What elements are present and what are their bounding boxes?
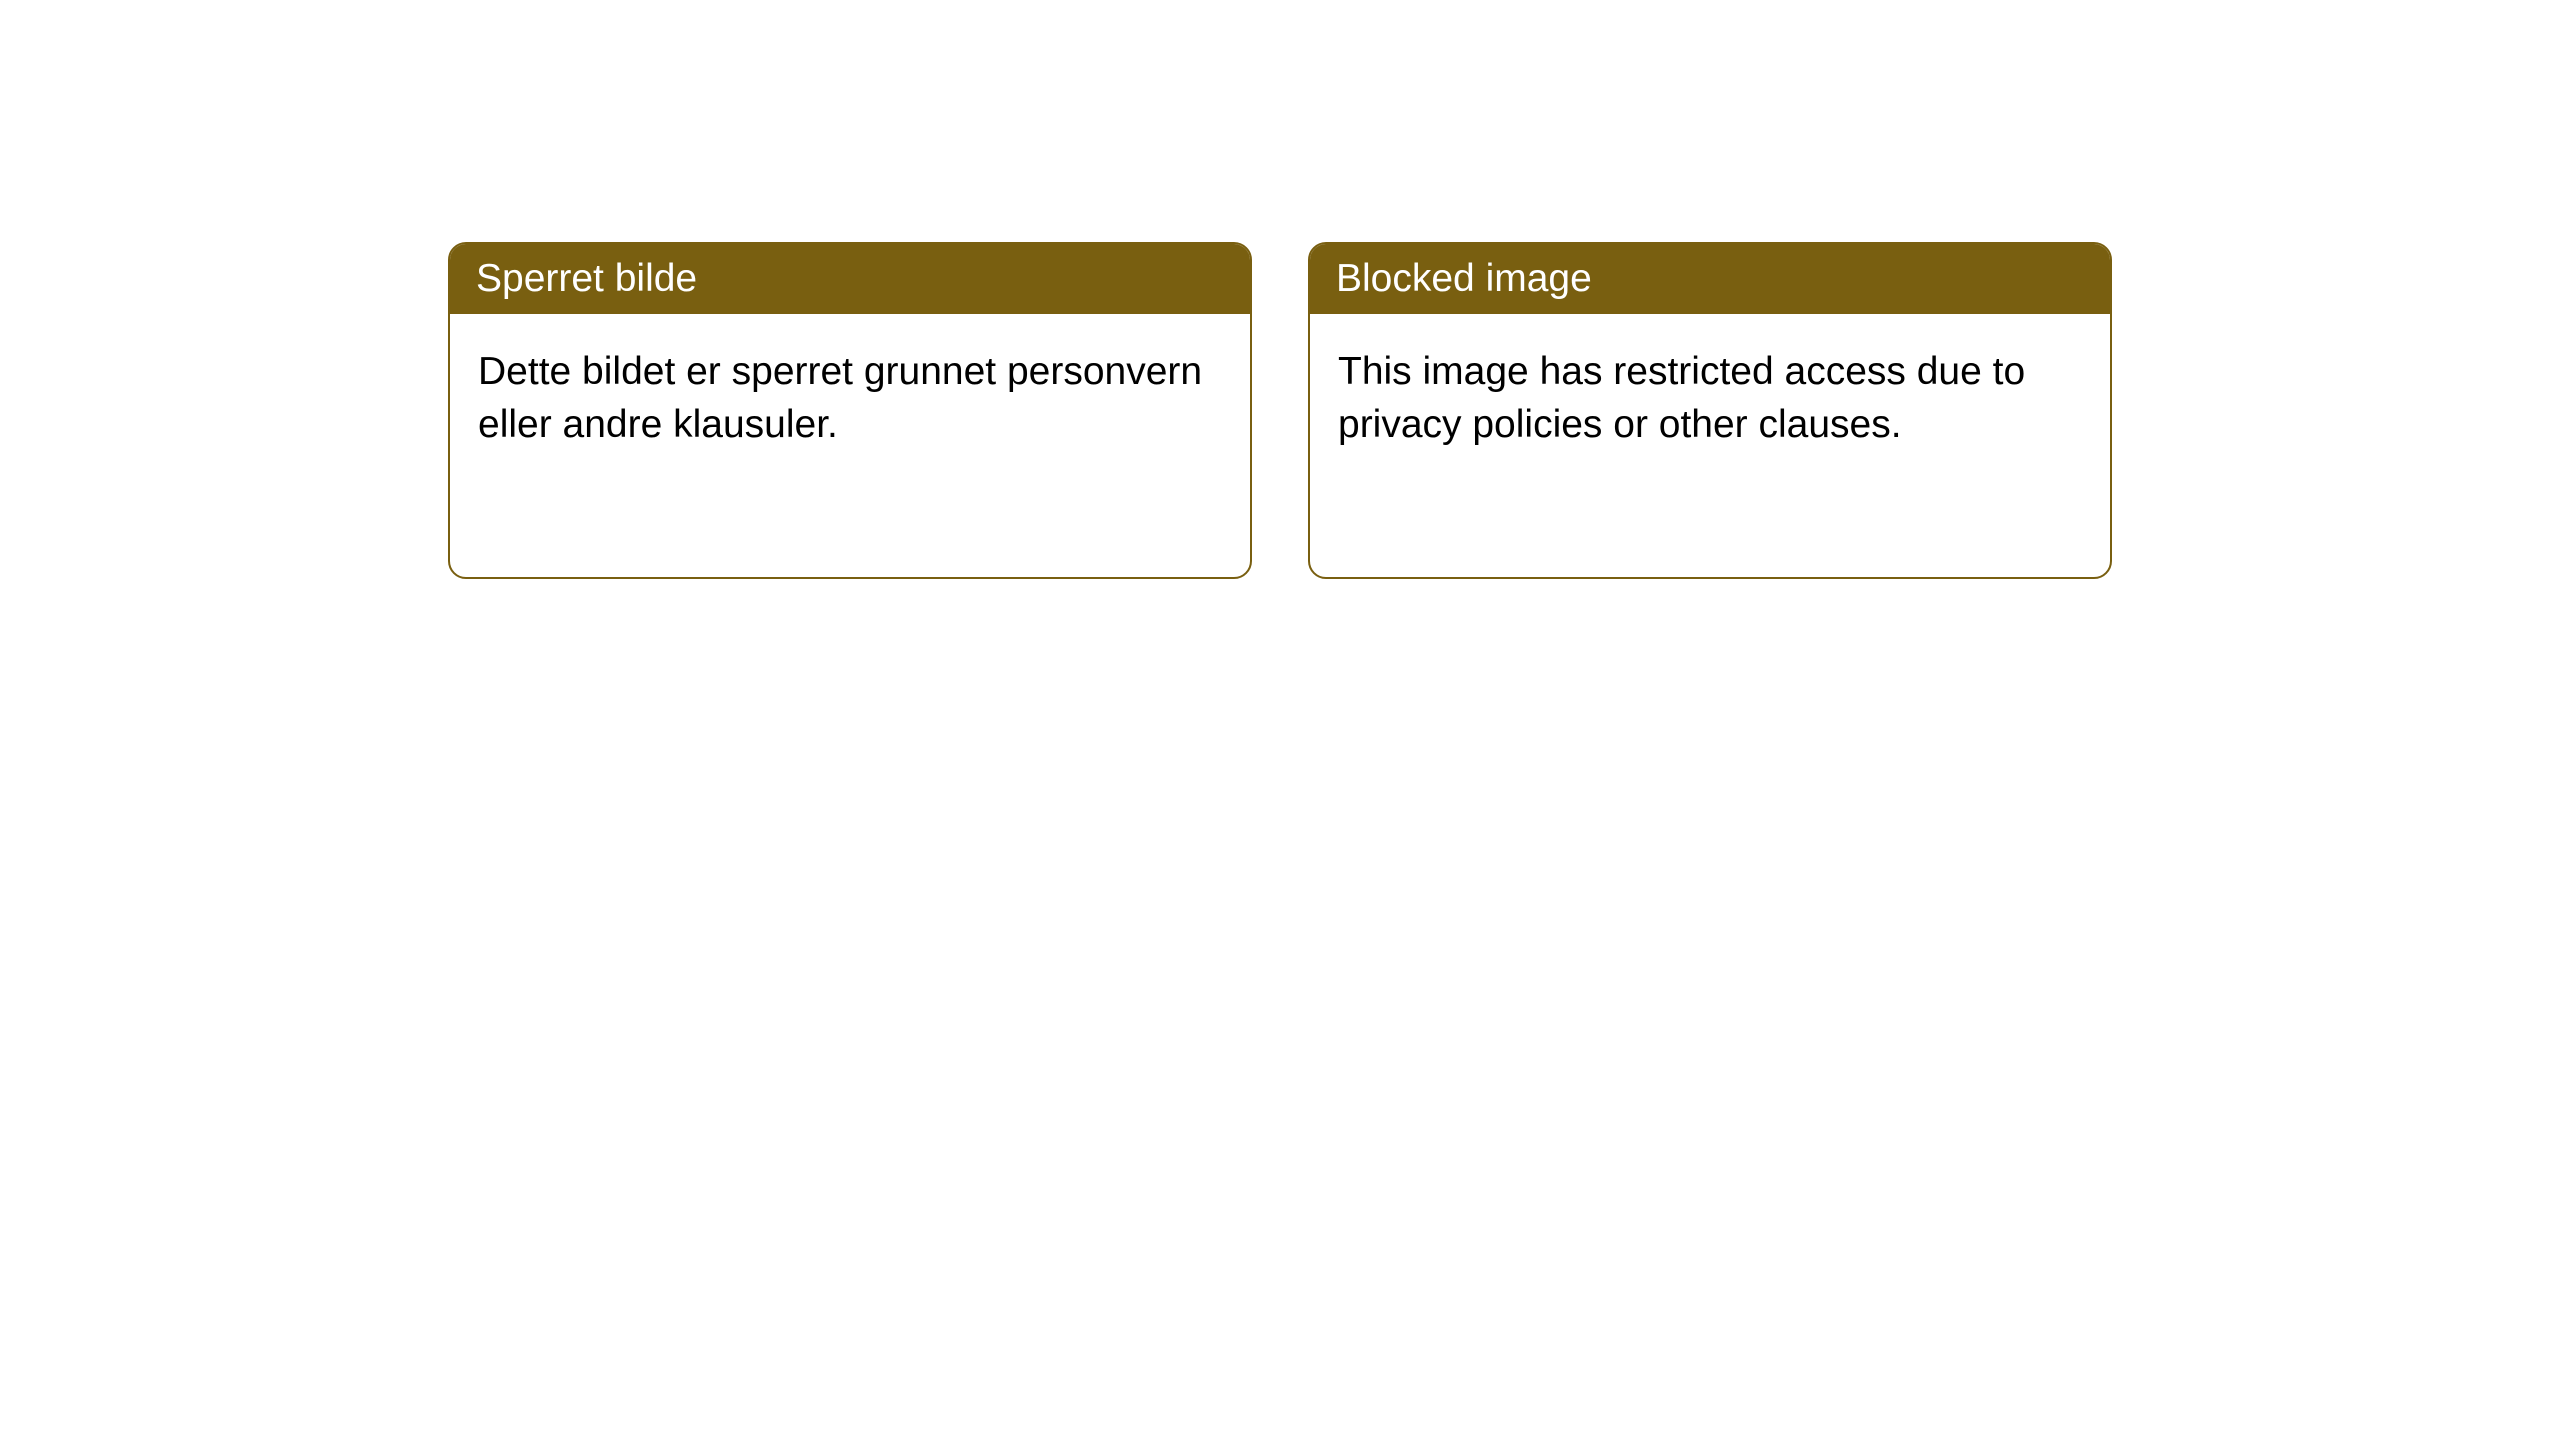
notice-body-english: This image has restricted access due to … [1310,314,2110,483]
notice-card-english: Blocked image This image has restricted … [1308,242,2112,579]
notice-title-english: Blocked image [1310,244,2110,314]
notice-body-norwegian: Dette bildet er sperret grunnet personve… [450,314,1250,483]
notice-card-norwegian: Sperret bilde Dette bildet er sperret gr… [448,242,1252,579]
notice-container: Sperret bilde Dette bildet er sperret gr… [448,242,2112,579]
notice-title-norwegian: Sperret bilde [450,244,1250,314]
